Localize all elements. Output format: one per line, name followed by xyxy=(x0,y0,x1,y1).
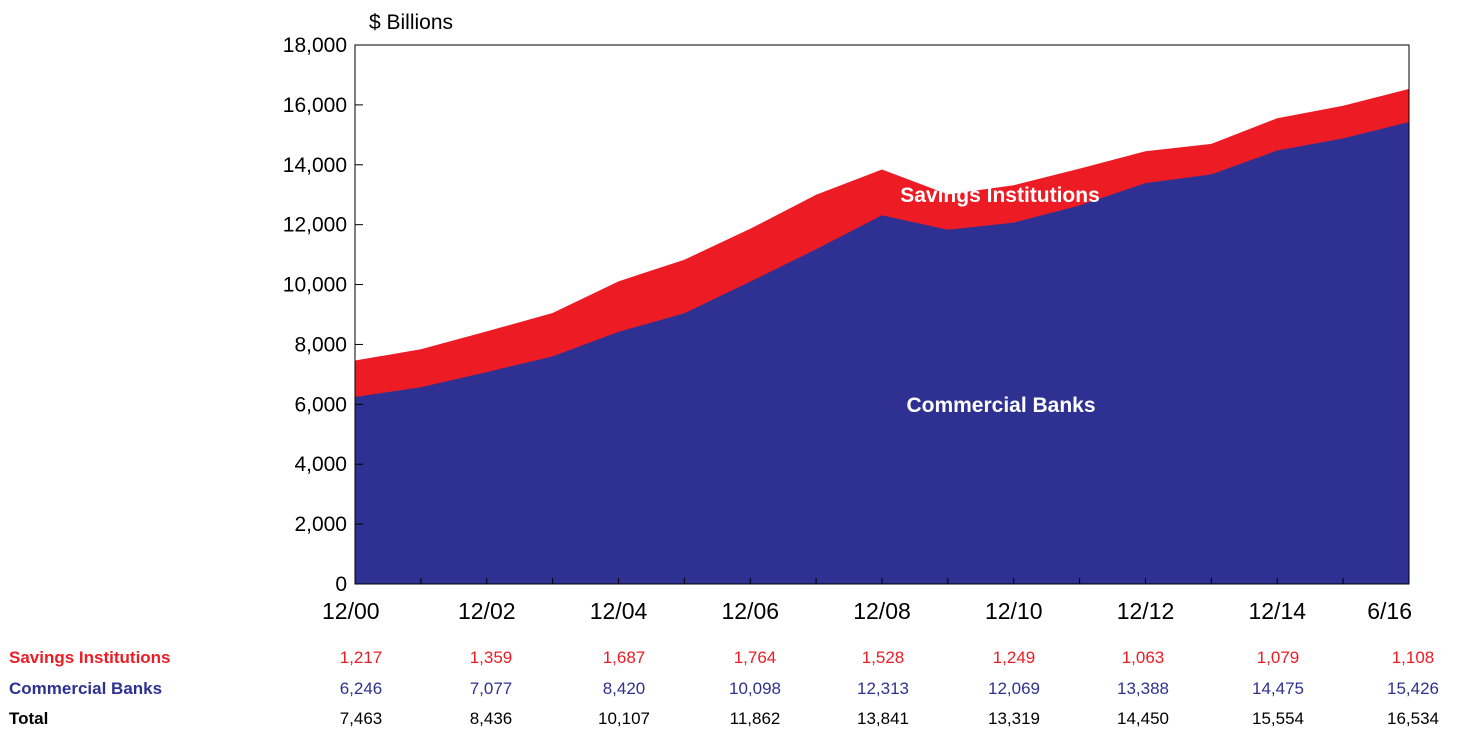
x-tick-label: 12/00 xyxy=(322,598,380,624)
table-cell: 10,107 xyxy=(598,709,650,728)
table-cell: 10,098 xyxy=(729,679,781,698)
y-tick-label: 4,000 xyxy=(294,453,347,476)
x-tick-label: 12/08 xyxy=(853,598,911,624)
table-cell: 11,862 xyxy=(730,709,781,728)
table-cell: 8,420 xyxy=(603,679,646,698)
table-cell: 1,108 xyxy=(1392,648,1435,667)
table-cell: 12,313 xyxy=(857,679,909,698)
table-row-label: Commercial Banks xyxy=(9,679,162,698)
table-cell: 12,069 xyxy=(988,679,1040,698)
table-cell: 1,764 xyxy=(734,648,777,667)
commercial-banks-area-label: Commercial Banks xyxy=(906,394,1095,417)
table-cell: 13,319 xyxy=(988,709,1040,728)
table-cell: 6,246 xyxy=(340,679,383,698)
x-tick-label: 12/06 xyxy=(721,598,779,624)
y-tick-label: 8,000 xyxy=(294,333,347,356)
table-cell: 13,841 xyxy=(857,709,909,728)
commercial-banks-area xyxy=(355,122,1409,585)
y-tick-label: 16,000 xyxy=(283,94,347,117)
x-tick-label: 12/04 xyxy=(590,598,648,624)
x-tick-label: 12/02 xyxy=(458,598,516,624)
table-cell: 16,534 xyxy=(1387,709,1439,728)
x-tick-label: 12/12 xyxy=(1117,598,1175,624)
y-tick-label: 6,000 xyxy=(294,393,347,416)
table-cell: 1,687 xyxy=(603,648,646,667)
y-tick-label: 2,000 xyxy=(294,513,347,536)
savings-institutions-area-label: Savings Institutions xyxy=(900,184,1100,207)
table-cell: 1,528 xyxy=(862,648,905,667)
table-cell: 14,475 xyxy=(1252,679,1304,698)
table-cell: 7,077 xyxy=(470,679,513,698)
y-tick-label: 0 xyxy=(335,573,347,596)
table-cell: 15,426 xyxy=(1387,679,1439,698)
x-tick-label: 12/10 xyxy=(985,598,1043,624)
table-cell: 1,063 xyxy=(1122,648,1165,667)
table-cell: 13,388 xyxy=(1117,679,1169,698)
y-tick-label: 14,000 xyxy=(283,154,347,177)
table-cell: 8,436 xyxy=(470,709,513,728)
y-unit-label: $ Billions xyxy=(369,11,453,34)
table-cell: 1,217 xyxy=(340,648,383,667)
x-tick-label: 6/16 xyxy=(1367,598,1412,624)
table-cell: 1,359 xyxy=(470,648,513,667)
table-cell: 7,463 xyxy=(340,709,383,728)
table-cell: 1,079 xyxy=(1257,648,1300,667)
x-tick-label: 12/14 xyxy=(1248,598,1306,624)
table-cell: 1,249 xyxy=(993,648,1036,667)
table-cell: 14,450 xyxy=(1117,709,1169,728)
y-tick-label: 12,000 xyxy=(283,214,347,237)
y-tick-label: 18,000 xyxy=(283,34,347,57)
table-row-label: Total xyxy=(9,709,48,728)
table-cell: 15,554 xyxy=(1252,709,1304,728)
y-tick-label: 10,000 xyxy=(283,274,347,297)
table-row-label: Savings Institutions xyxy=(9,648,171,667)
